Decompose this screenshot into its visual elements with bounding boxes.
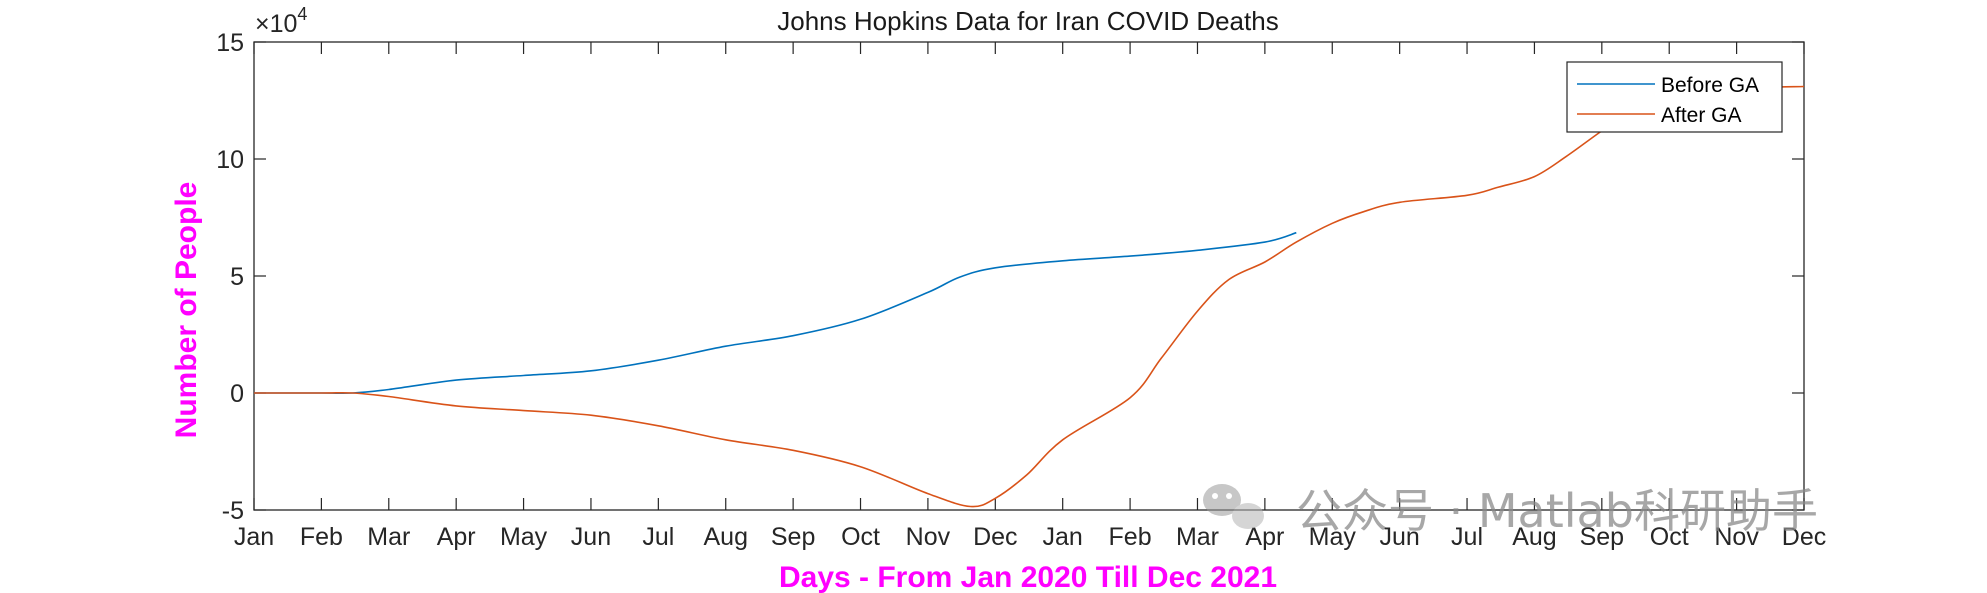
y-tick-labels: -5 0 5 10 15: [216, 29, 244, 525]
x-tick-label: Sep: [1580, 523, 1624, 551]
x-tick-label: Dec: [1782, 523, 1826, 551]
y-axis-exponent: ×104: [255, 4, 307, 38]
x-tick-labels: Jan Feb Mar Apr May Jun Jul Aug Sep Oct Nov Dec Jan F…: [234, 523, 1826, 551]
x-tick-label: Nov: [906, 523, 951, 551]
x-tick-label: Aug: [1512, 523, 1556, 551]
wechat-icon: [1203, 484, 1264, 529]
x-tick-label: Feb: [300, 523, 343, 551]
watermark: 公众号 · Matlab科研助手: [1203, 484, 1818, 538]
watermark-text: 公众号 · Matlab科研助手: [1296, 484, 1818, 538]
x-tick-label: Jun: [571, 523, 611, 551]
x-tick-label: Nov: [1714, 523, 1759, 551]
plot-area: [253, 41, 1805, 511]
x-tick-label: Dec: [973, 523, 1017, 551]
svg-text:×104: ×104: [255, 4, 307, 38]
x-tick-label: Jul: [1451, 523, 1483, 551]
legend-box: [1566, 61, 1783, 133]
legend: Before GA After GA: [1566, 61, 1783, 133]
y-tick-label: 5: [230, 263, 244, 291]
x-tick-label: Mar: [1176, 523, 1219, 551]
x-tick-label: Sep: [771, 523, 815, 551]
x-tick-label: Oct: [841, 523, 880, 551]
x-tick-label: Jan: [1043, 523, 1083, 551]
y-tick-label: 10: [216, 146, 244, 174]
x-tick-label: Aug: [703, 523, 747, 551]
y-tick-label: 15: [216, 29, 244, 57]
x-tick-label: Feb: [1109, 523, 1152, 551]
y-tick-label: -5: [222, 497, 244, 525]
series-line: [254, 85, 1805, 508]
legend-label: After GA: [1661, 104, 1742, 127]
x-tick-label: Jan: [234, 523, 274, 551]
x-tick-label: May: [1309, 523, 1357, 551]
chart-title: Johns Hopkins Data for Iran COVID Deaths: [777, 6, 1278, 36]
x-tick-label: Jul: [642, 523, 674, 551]
x-tick-label: May: [500, 523, 548, 551]
legend-label: Before GA: [1661, 74, 1759, 97]
series-line: [254, 231, 1297, 395]
y-axis-label: Number of People: [170, 182, 203, 439]
plot-frame: [253, 41, 1805, 511]
x-axis-label: Days - From Jan 2020 Till Dec 2021: [779, 561, 1277, 593]
x-tick-label: Mar: [367, 523, 410, 551]
x-tick-label: Oct: [1650, 523, 1689, 551]
axis-ticks: [253, 41, 1805, 511]
x-tick-label: Jun: [1379, 523, 1419, 551]
series-lines: [254, 85, 1805, 508]
x-tick-label: Apr: [437, 523, 476, 551]
y-tick-label: 0: [230, 380, 244, 408]
